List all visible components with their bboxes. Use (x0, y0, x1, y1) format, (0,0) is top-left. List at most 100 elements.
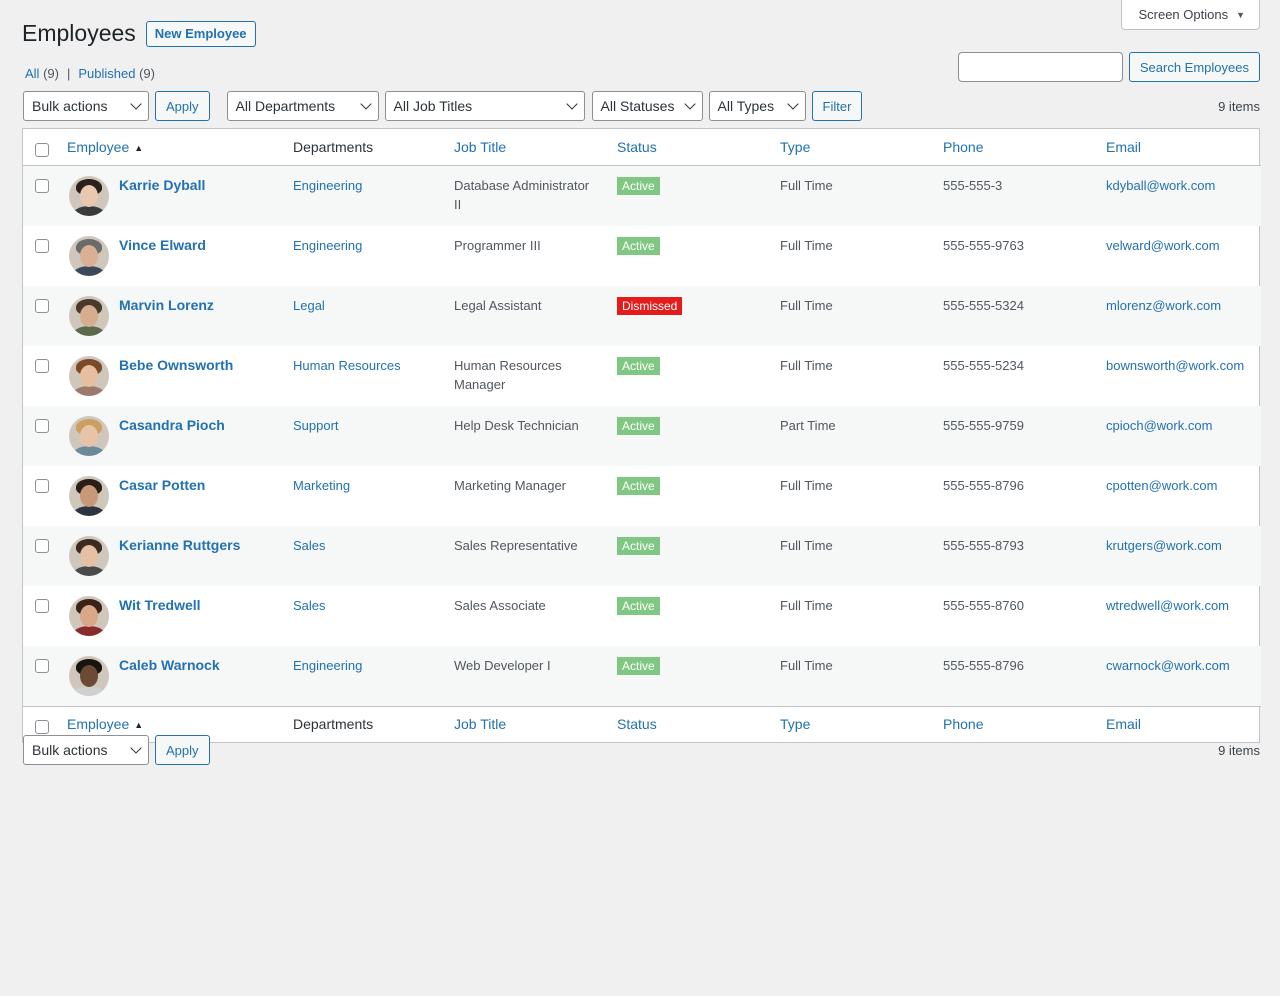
view-all-link[interactable]: All (25, 66, 40, 81)
column-job-title[interactable]: Job Title (454, 138, 507, 155)
row-checkbox[interactable] (35, 538, 49, 553)
employment-type: Full Time (780, 237, 833, 253)
chevron-down-icon (683, 98, 696, 110)
column-employee[interactable]: Employee (67, 138, 130, 155)
job-title: Legal Assistant (454, 297, 542, 313)
column-job-title[interactable]: Job Title (454, 716, 507, 733)
department-link[interactable]: Engineering (293, 657, 363, 673)
status-badge: Active (617, 656, 660, 675)
department-link[interactable]: Marketing (293, 477, 351, 493)
row-checkbox[interactable] (35, 418, 49, 433)
status-badge: Active (617, 596, 660, 615)
department-link[interactable]: Legal (293, 297, 325, 313)
job-title: Human Resources Manager (454, 357, 562, 392)
department-link[interactable]: Human Resources (293, 357, 401, 373)
table-row: Casandra Pioch Support Help Desk Technic… (23, 405, 1261, 466)
employee-name-link[interactable]: Marvin Lorenz (119, 296, 214, 313)
row-checkbox[interactable] (35, 598, 49, 613)
column-phone[interactable]: Phone (943, 138, 984, 155)
job-title: Database Administrator II (454, 177, 590, 212)
bulk-actions-select[interactable]: Bulk actions (23, 735, 149, 765)
column-phone[interactable]: Phone (943, 716, 984, 733)
row-checkbox[interactable] (35, 358, 49, 373)
employee-name-link[interactable]: Casandra Pioch (119, 416, 225, 433)
email-link[interactable]: velward@work.com (1106, 237, 1220, 253)
job-title: Sales Representative (454, 537, 578, 553)
employee-cell: Wit Tredwell (67, 595, 273, 636)
column-type[interactable]: Type (780, 716, 811, 733)
status-badge: Dismissed (617, 296, 683, 315)
types-value: All Types (717, 98, 775, 114)
statuses-value: All Statuses (600, 98, 675, 114)
email-link[interactable]: cpotten@work.com (1106, 477, 1218, 493)
row-checkbox[interactable] (35, 298, 49, 313)
table-header-row: Employee ▲ Departments Job Title Status T… (23, 129, 1261, 166)
sort-asc-icon: ▲ (134, 142, 144, 153)
employee-cell: Casar Potten (67, 475, 273, 516)
view-all: All (9) (25, 66, 59, 81)
employee-name-link[interactable]: Kerianne Ruttgers (119, 536, 241, 553)
department-link[interactable]: Support (293, 417, 339, 433)
email-link[interactable]: krutgers@work.com (1106, 537, 1222, 553)
page-title: Employees (22, 20, 136, 46)
employment-type: Full Time (780, 657, 833, 673)
row-checkbox[interactable] (35, 178, 49, 193)
view-separator: | (66, 66, 71, 81)
email-link[interactable]: cwarnock@work.com (1106, 657, 1230, 673)
employee-cell: Marvin Lorenz (67, 295, 273, 336)
chevron-down-icon (359, 98, 372, 110)
email-link[interactable]: kdyball@work.com (1106, 177, 1216, 193)
table-row: Bebe Ownsworth Human Resources Human Res… (23, 346, 1261, 406)
view-published-link[interactable]: Published (78, 66, 136, 81)
email-link[interactable]: cpioch@work.com (1106, 417, 1213, 433)
employee-name-link[interactable]: Casar Potten (119, 476, 206, 493)
employee-name-link[interactable]: Bebe Ownsworth (119, 356, 234, 373)
email-link[interactable]: mlorenz@work.com (1106, 297, 1222, 313)
avatar (69, 415, 109, 456)
status-badge: Active (617, 236, 660, 255)
status-badge: Active (617, 176, 660, 195)
employee-name-link[interactable]: Vince Elward (119, 236, 206, 253)
employment-type: Full Time (780, 297, 833, 313)
row-checkbox[interactable] (35, 238, 49, 253)
employment-type: Full Time (780, 537, 833, 553)
department-link[interactable]: Sales (293, 597, 326, 613)
employees-table: Employee ▲ Departments Job Title Status T… (22, 128, 1261, 743)
employee-name-link[interactable]: Wit Tredwell (119, 596, 201, 613)
row-checkbox[interactable] (35, 478, 49, 493)
filter-button[interactable]: Filter (811, 91, 863, 121)
types-select[interactable]: All Types (708, 91, 806, 121)
column-status[interactable]: Status (617, 138, 657, 155)
search-input[interactable] (957, 52, 1123, 82)
column-status[interactable]: Status (617, 716, 657, 733)
email-link[interactable]: bownsworth@work.com (1106, 357, 1245, 373)
department-link[interactable]: Engineering (293, 237, 363, 253)
employee-name-link[interactable]: Karrie Dyball (119, 176, 206, 193)
employee-name-link[interactable]: Caleb Warnock (119, 656, 220, 673)
department-link[interactable]: Engineering (293, 177, 363, 193)
apply-button[interactable]: Apply (155, 91, 210, 121)
apply-button[interactable]: Apply (155, 735, 210, 765)
search-employees-button[interactable]: Search Employees (1128, 52, 1260, 82)
email-link[interactable]: wtredwell@work.com (1106, 597, 1229, 613)
avatar (69, 295, 109, 336)
column-email[interactable]: Email (1106, 138, 1142, 155)
new-employee-button[interactable]: New Employee (145, 20, 256, 47)
row-checkbox[interactable] (35, 658, 49, 673)
departments-select[interactable]: All Departments (226, 91, 379, 121)
screen-options-button[interactable]: Screen Options ▼ (1121, 0, 1260, 30)
table-row: Wit Tredwell Sales Sales Associate Activ… (23, 586, 1261, 646)
column-type[interactable]: Type (780, 138, 811, 155)
department-link[interactable]: Sales (293, 537, 326, 553)
bulk-actions-select[interactable]: Bulk actions (23, 91, 149, 121)
select-all-checkbox[interactable] (35, 142, 49, 157)
avatar (69, 475, 109, 516)
statuses-select[interactable]: All Statuses (591, 91, 703, 121)
phone-number: 555-555-3 (943, 177, 1003, 193)
column-employee[interactable]: Employee (67, 716, 130, 733)
column-email[interactable]: Email (1106, 716, 1142, 733)
phone-number: 555-555-8796 (943, 477, 1024, 493)
employee-cell: Vince Elward (67, 235, 273, 276)
select-all-checkbox[interactable] (35, 720, 49, 735)
job-titles-select[interactable]: All Job Titles (384, 91, 585, 121)
